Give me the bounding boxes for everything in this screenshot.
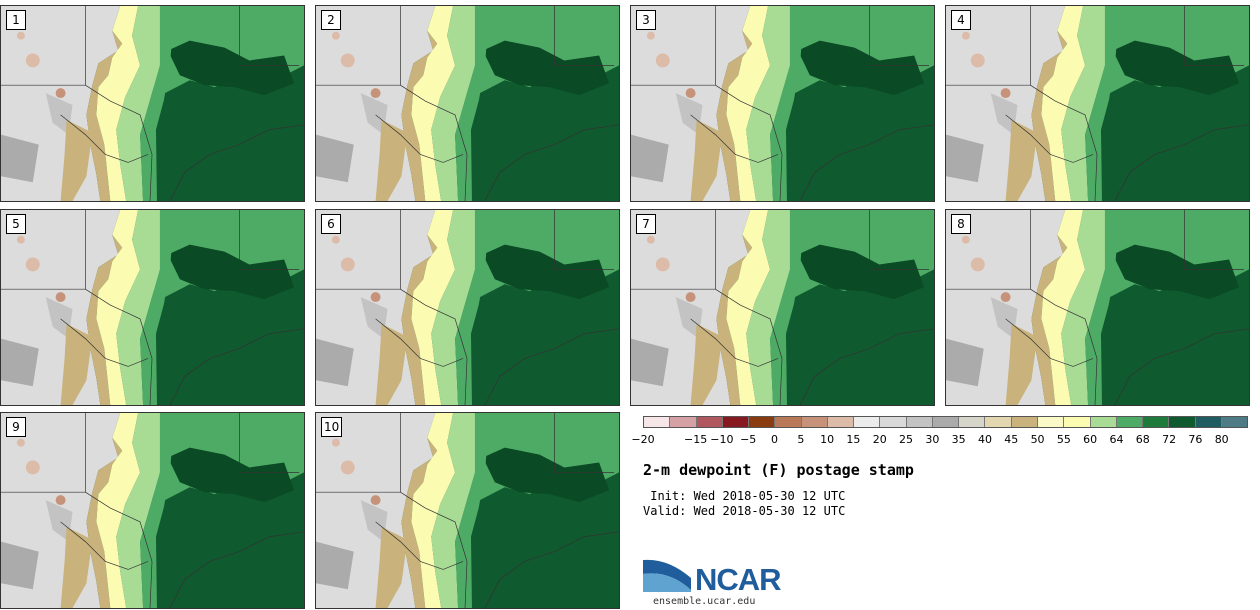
colorbar-tick-label: 72 bbox=[1162, 433, 1177, 446]
colorbar-tick-label: 0 bbox=[771, 433, 779, 446]
colorbar-tick-label: 35 bbox=[951, 433, 966, 446]
dewpoint-map bbox=[631, 6, 934, 201]
colorbar-tick-label: 20 bbox=[872, 433, 887, 446]
member-panel: 8 bbox=[945, 209, 1250, 406]
init-time: Init: Wed 2018-05-30 12 UTC bbox=[643, 489, 846, 503]
member-panel: 9 bbox=[0, 412, 305, 609]
colorbar-segment bbox=[696, 417, 723, 427]
colorbar-segment bbox=[906, 417, 933, 427]
colorbar-tick-label: −10 bbox=[710, 433, 734, 446]
member-panel: 4 bbox=[945, 5, 1250, 202]
member-panel: 3 bbox=[630, 5, 935, 202]
colorbar-segment bbox=[1090, 417, 1117, 427]
colorbar bbox=[643, 416, 1248, 428]
member-panel: 6 bbox=[315, 209, 620, 406]
panel-number: 9 bbox=[6, 417, 26, 437]
valid-time: Valid: Wed 2018-05-30 12 UTC bbox=[643, 504, 846, 518]
ncar-wordmark: NCAR bbox=[695, 562, 782, 597]
colorbar-segment bbox=[854, 417, 881, 427]
colorbar-tick-label: 10 bbox=[820, 433, 835, 446]
panel-number: 7 bbox=[636, 214, 656, 234]
colorbar-segment bbox=[775, 417, 802, 427]
colorbar-tick-label: 45 bbox=[1004, 433, 1019, 446]
colorbar-segment bbox=[1011, 417, 1038, 427]
ncar-swoosh-icon bbox=[643, 559, 691, 592]
panel-number: 6 bbox=[321, 214, 341, 234]
colorbar-ticks: −20 −15 −10 −5 0 5 10 15 20 25 30 35 40 45 50 55 60 64 68 7… bbox=[631, 433, 1248, 447]
panel-number: 10 bbox=[321, 417, 343, 437]
colorbar-segment bbox=[749, 417, 776, 427]
colorbar-tick-label: 50 bbox=[1030, 433, 1045, 446]
dewpoint-map bbox=[1, 6, 304, 201]
dewpoint-map bbox=[316, 6, 619, 201]
dewpoint-map bbox=[316, 210, 619, 405]
dewpoint-map bbox=[946, 210, 1249, 405]
member-panel: 7 bbox=[630, 209, 935, 406]
colorbar-segment bbox=[1221, 417, 1248, 427]
panel-number: 4 bbox=[951, 10, 971, 30]
member-panel: 10 bbox=[315, 412, 620, 609]
colorbar-tick-label: −20 bbox=[631, 433, 655, 446]
colorbar-segment bbox=[801, 417, 828, 427]
colorbar-segment bbox=[827, 417, 855, 427]
colorbar-tick-label: 30 bbox=[925, 433, 940, 446]
panel-number: 2 bbox=[321, 10, 341, 30]
colorbar-tick-label: 5 bbox=[797, 433, 805, 446]
colorbar-tick-label: −5 bbox=[740, 433, 757, 446]
colorbar-segment bbox=[1169, 417, 1196, 427]
colorbar-tick-label: −15 bbox=[683, 433, 708, 446]
panel-number: 5 bbox=[6, 214, 26, 234]
logo-url: ensemble.ucar.edu bbox=[653, 596, 756, 607]
colorbar-segment bbox=[644, 417, 671, 427]
colorbar-tick-label: 76 bbox=[1188, 433, 1203, 446]
member-panel: 1 bbox=[0, 5, 305, 202]
colorbar-segment bbox=[1143, 417, 1170, 427]
colorbar-tick-label: 25 bbox=[899, 433, 914, 446]
dewpoint-map bbox=[631, 210, 934, 405]
panel-number: 1 bbox=[6, 10, 26, 30]
colorbar-tick-label: 60 bbox=[1083, 433, 1098, 446]
colorbar-tick-label: 68 bbox=[1135, 433, 1150, 446]
colorbar-tick-label: 55 bbox=[1056, 433, 1071, 446]
member-panel: 2 bbox=[315, 5, 620, 202]
member-panel: 5 bbox=[0, 209, 305, 406]
colorbar-tick-label: 40 bbox=[977, 433, 992, 446]
colorbar-segment bbox=[1064, 417, 1091, 427]
dewpoint-map bbox=[1, 413, 304, 608]
chart-title: 2-m dewpoint (F) postage stamp bbox=[643, 461, 914, 479]
panel-number: 8 bbox=[951, 214, 971, 234]
colorbar-segment bbox=[959, 417, 986, 427]
colorbar-segment bbox=[880, 417, 907, 427]
panel-number: 3 bbox=[636, 10, 656, 30]
colorbar-segment bbox=[1116, 417, 1144, 427]
colorbar-tick-label: 15 bbox=[846, 433, 861, 446]
dewpoint-map bbox=[946, 6, 1249, 201]
colorbar-tick-label: 80 bbox=[1214, 433, 1229, 446]
colorbar-segment bbox=[722, 417, 750, 427]
colorbar-segment bbox=[1037, 417, 1065, 427]
dewpoint-map bbox=[1, 210, 304, 405]
dewpoint-map bbox=[316, 413, 619, 608]
colorbar-segment bbox=[932, 417, 960, 427]
colorbar-segment bbox=[1195, 417, 1222, 427]
colorbar-segment bbox=[670, 417, 697, 427]
colorbar-segment bbox=[985, 417, 1012, 427]
colorbar-tick-label: 64 bbox=[1109, 433, 1124, 446]
ncar-logo: NCAR ensemble.ucar.edu bbox=[643, 554, 803, 610]
